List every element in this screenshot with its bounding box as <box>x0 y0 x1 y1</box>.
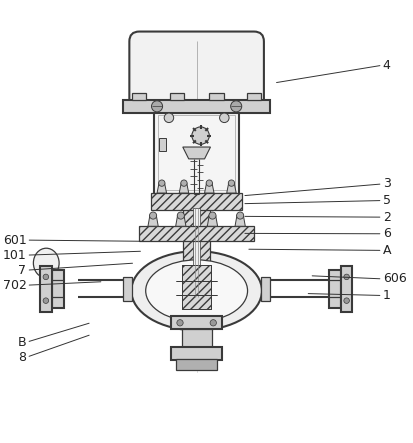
Text: 1: 1 <box>382 289 391 302</box>
Bar <box>158 115 235 190</box>
Bar <box>40 266 52 311</box>
Bar <box>183 265 211 309</box>
Bar <box>341 266 352 311</box>
Circle shape <box>344 298 349 303</box>
Polygon shape <box>183 147 211 159</box>
Text: B: B <box>18 336 26 349</box>
Bar <box>171 347 222 360</box>
Bar <box>171 316 222 329</box>
Circle shape <box>43 274 49 280</box>
Polygon shape <box>227 183 236 193</box>
Polygon shape <box>179 183 189 193</box>
Bar <box>183 208 210 297</box>
Bar <box>52 270 64 307</box>
Ellipse shape <box>33 248 59 278</box>
Circle shape <box>181 180 187 186</box>
Text: 8: 8 <box>19 351 26 364</box>
Circle shape <box>237 212 244 219</box>
Bar <box>247 93 261 100</box>
Text: 3: 3 <box>382 177 391 190</box>
Polygon shape <box>148 215 158 226</box>
Polygon shape <box>157 183 166 193</box>
Circle shape <box>231 101 242 112</box>
Polygon shape <box>176 215 186 226</box>
Ellipse shape <box>134 254 259 327</box>
Circle shape <box>206 180 212 186</box>
Bar <box>183 265 211 309</box>
Bar <box>154 111 240 194</box>
Circle shape <box>344 274 349 280</box>
Text: 101: 101 <box>3 249 26 262</box>
Circle shape <box>210 320 216 326</box>
Bar <box>139 226 254 241</box>
Text: A: A <box>382 244 391 257</box>
Bar <box>209 93 223 100</box>
Circle shape <box>152 101 163 112</box>
Circle shape <box>43 298 49 303</box>
Bar <box>123 100 270 113</box>
Text: 601: 601 <box>3 233 26 247</box>
Circle shape <box>164 113 174 123</box>
Circle shape <box>192 127 209 144</box>
Circle shape <box>209 212 216 219</box>
FancyBboxPatch shape <box>129 31 264 113</box>
Bar <box>182 329 212 348</box>
Bar <box>261 277 270 301</box>
Ellipse shape <box>131 251 262 330</box>
Bar <box>132 93 146 100</box>
Circle shape <box>177 212 184 219</box>
Circle shape <box>159 180 165 186</box>
Polygon shape <box>207 215 218 226</box>
Bar <box>151 193 242 210</box>
Polygon shape <box>204 183 214 193</box>
Text: 7: 7 <box>19 264 26 277</box>
Text: 606: 606 <box>382 272 406 285</box>
Text: 4: 4 <box>382 58 391 72</box>
Ellipse shape <box>146 260 247 322</box>
Circle shape <box>228 180 235 186</box>
Text: 5: 5 <box>382 194 391 207</box>
Text: 6: 6 <box>382 227 391 240</box>
Circle shape <box>43 269 50 276</box>
Bar <box>329 270 341 307</box>
Text: 702: 702 <box>2 279 26 291</box>
Bar <box>193 208 200 297</box>
Text: 2: 2 <box>382 211 391 224</box>
Bar <box>159 138 166 151</box>
Circle shape <box>220 113 229 123</box>
Circle shape <box>177 320 183 326</box>
Polygon shape <box>235 215 245 226</box>
Bar <box>176 359 217 370</box>
Bar <box>170 93 184 100</box>
Bar <box>123 277 132 301</box>
Circle shape <box>150 212 157 219</box>
